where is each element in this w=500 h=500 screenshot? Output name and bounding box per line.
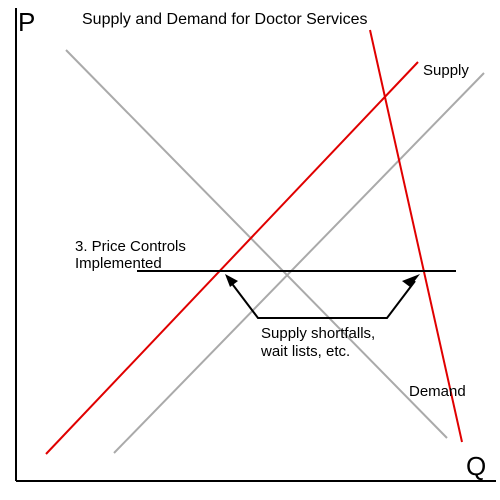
original-supply-curve: [113, 72, 485, 454]
price-controls-label-line1: 3. Price Controls: [75, 238, 186, 255]
right-arrowhead: [402, 274, 420, 287]
left-arrowhead: [225, 274, 238, 287]
diagram-title: Supply and Demand for Doctor Services: [82, 11, 367, 28]
shifted-demand-curve: [369, 29, 463, 443]
price-controls-label-line2: Implemented: [75, 255, 162, 272]
shortfall-label-line1: Supply shortfalls,: [261, 325, 375, 342]
shortfall-label-line2: wait lists, etc.: [260, 343, 350, 360]
shortfall-bracket: [229, 280, 416, 319]
x-axis-label: Q: [466, 451, 486, 481]
original-demand-curve: [65, 49, 448, 439]
shifted-supply-curve: [45, 61, 419, 455]
supply-label: Supply: [423, 62, 469, 79]
demand-label: Demand: [409, 383, 466, 400]
y-axis-label: P: [18, 7, 35, 37]
